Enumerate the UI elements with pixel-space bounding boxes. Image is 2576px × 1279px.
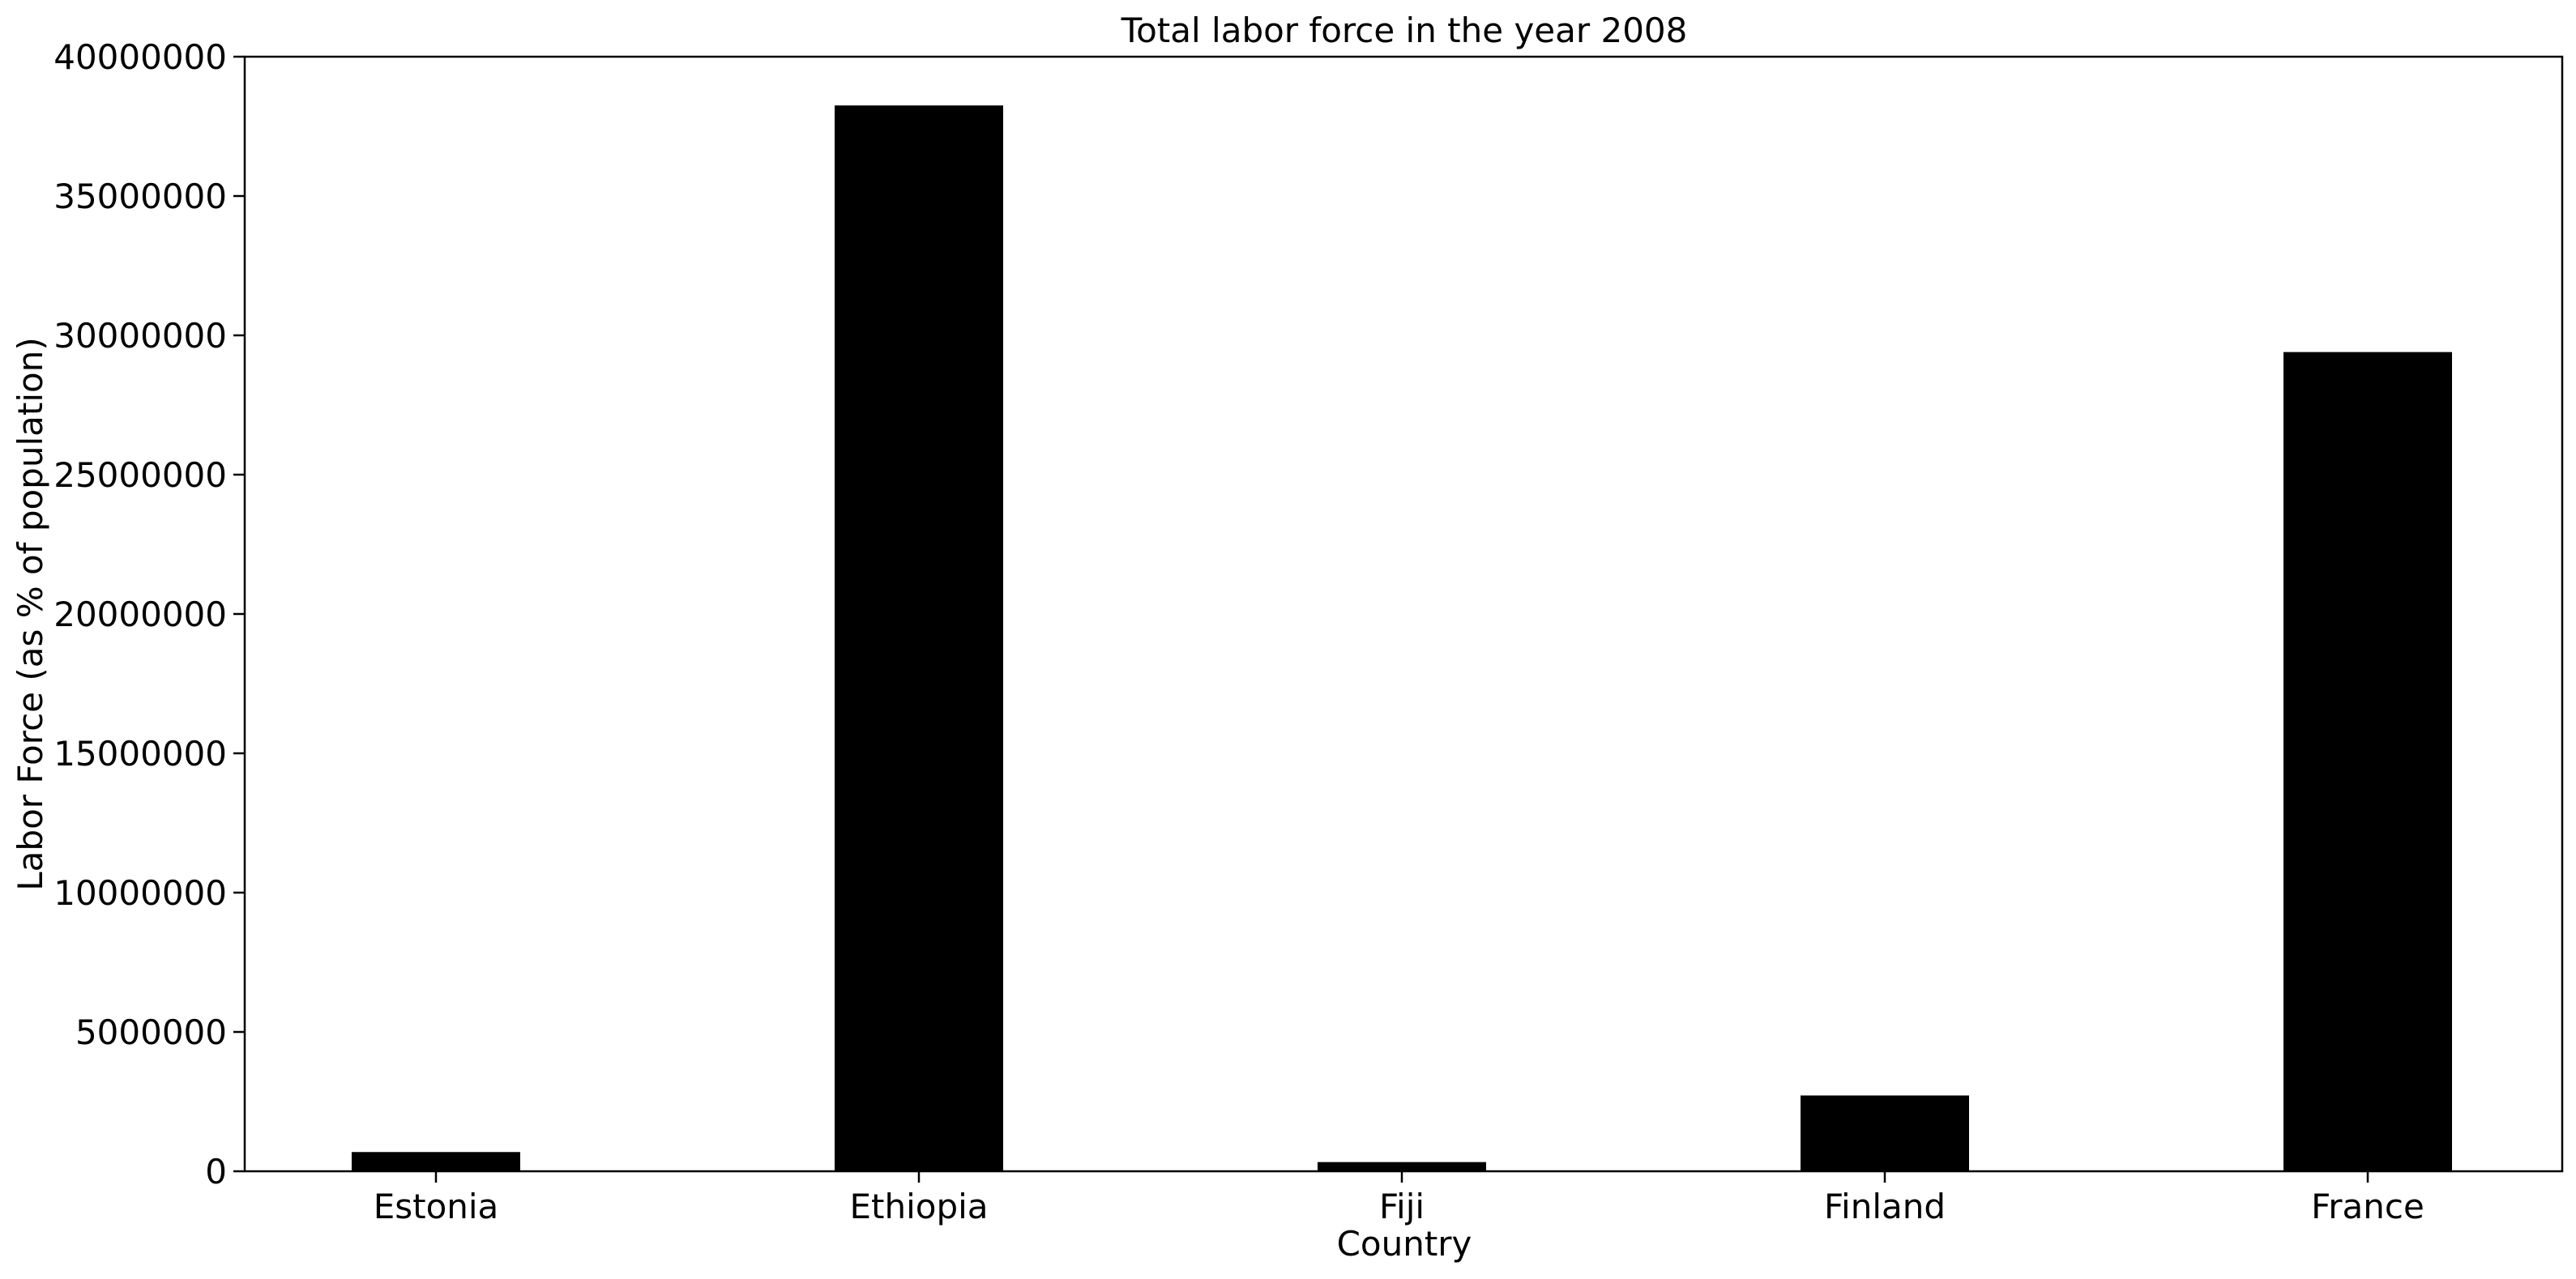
bar-fiji bbox=[1318, 1162, 1486, 1171]
bar-ethiopia bbox=[835, 105, 1003, 1172]
x-tick-label: Fiji bbox=[1379, 1187, 1425, 1226]
x-tick-label: Finland bbox=[1824, 1187, 1946, 1226]
y-tick-label: 25000000 bbox=[53, 455, 227, 495]
y-tick-label: 20000000 bbox=[53, 595, 227, 634]
x-tick-label: Ethiopia bbox=[849, 1187, 988, 1226]
x-tick-label: Estonia bbox=[374, 1187, 499, 1226]
y-tick-label: 0 bbox=[205, 1152, 227, 1192]
y-tick-label: 40000000 bbox=[53, 37, 227, 77]
bar-finland bbox=[1801, 1095, 1969, 1171]
y-tick-label: 15000000 bbox=[53, 734, 227, 774]
bar-estonia bbox=[352, 1152, 520, 1171]
y-tick-label: 30000000 bbox=[53, 316, 227, 356]
x-axis-label: Country bbox=[1337, 1224, 1472, 1264]
x-axis: Estonia Ethiopia Fiji Finland France bbox=[374, 1171, 2424, 1226]
chart-title: Total labor force in the year 2008 bbox=[1121, 11, 1688, 50]
y-tick-label: 5000000 bbox=[75, 1013, 227, 1052]
y-axis: 0 5000000 10000000 15000000 20000000 25000000… bbox=[53, 37, 245, 1192]
y-tick-label: 35000000 bbox=[53, 177, 227, 216]
plot-area-frame bbox=[243, 55, 2564, 1173]
y-tick-label: 10000000 bbox=[53, 873, 227, 913]
y-axis-label: Labor Force (as % of population) bbox=[11, 337, 50, 890]
x-tick-label: France bbox=[2311, 1187, 2424, 1226]
bars-group bbox=[352, 105, 2452, 1172]
bar-france bbox=[2283, 352, 2452, 1171]
